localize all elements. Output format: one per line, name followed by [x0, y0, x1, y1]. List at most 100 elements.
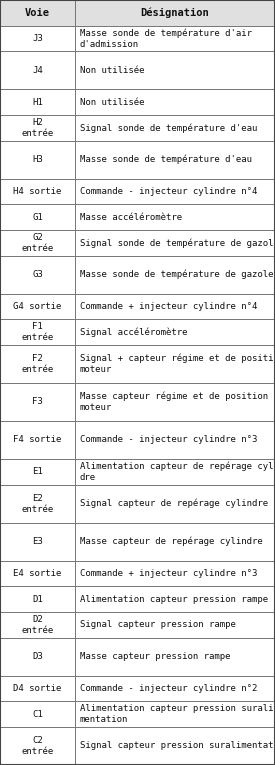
- Bar: [75, 727, 275, 765]
- Bar: [0, 485, 75, 522]
- Bar: [75, 561, 275, 586]
- Bar: [0, 51, 75, 90]
- Bar: [75, 115, 275, 141]
- Bar: [0, 522, 75, 561]
- Bar: [75, 0, 275, 26]
- Text: F1
entrée: F1 entrée: [21, 322, 54, 342]
- Bar: [0, 383, 75, 421]
- Bar: [0, 204, 75, 230]
- Bar: [0, 26, 75, 51]
- Text: Masse capteur pression rampe: Masse capteur pression rampe: [80, 653, 230, 661]
- Bar: [0, 230, 75, 256]
- Text: Signal + capteur régime et de position
moteur: Signal + capteur régime et de position m…: [80, 354, 275, 374]
- Text: C2
entrée: C2 entrée: [21, 736, 54, 756]
- Text: Commande + injecteur cylindre n°4: Commande + injecteur cylindre n°4: [80, 302, 257, 311]
- Bar: [0, 638, 75, 675]
- Text: Signal capteur pression suralimentation: Signal capteur pression suralimentation: [80, 741, 275, 750]
- Text: Signal capteur pression rampe: Signal capteur pression rampe: [80, 620, 236, 630]
- Bar: [0, 345, 75, 383]
- Bar: [75, 51, 275, 90]
- Text: Commande - injecteur cylindre n°2: Commande - injecteur cylindre n°2: [80, 684, 257, 693]
- Text: J3: J3: [32, 34, 43, 43]
- Bar: [0, 727, 75, 765]
- Text: E2
entrée: E2 entrée: [21, 493, 54, 513]
- Bar: [0, 675, 75, 702]
- Text: D1: D1: [32, 594, 43, 604]
- Text: H1: H1: [32, 98, 43, 106]
- Bar: [0, 702, 75, 727]
- Bar: [75, 638, 275, 675]
- Bar: [0, 421, 75, 459]
- Bar: [75, 319, 275, 345]
- Text: Commande - injecteur cylindre n°3: Commande - injecteur cylindre n°3: [80, 435, 257, 444]
- Bar: [75, 522, 275, 561]
- Text: Signal sonde de température de gazole: Signal sonde de température de gazole: [80, 238, 275, 248]
- Text: Alimentation capteur pression rampe: Alimentation capteur pression rampe: [80, 594, 268, 604]
- Text: Masse capteur régime et de position
moteur: Masse capteur régime et de position mote…: [80, 392, 268, 412]
- Bar: [75, 230, 275, 256]
- Text: J4: J4: [32, 66, 43, 75]
- Text: F4 sortie: F4 sortie: [13, 435, 62, 444]
- Bar: [75, 345, 275, 383]
- Text: H3: H3: [32, 155, 43, 164]
- Text: C1: C1: [32, 710, 43, 718]
- Bar: [75, 459, 275, 485]
- Text: Masse sonde de température d'air
d'admission: Masse sonde de température d'air d'admis…: [80, 28, 252, 49]
- Bar: [75, 90, 275, 115]
- Bar: [0, 612, 75, 638]
- Text: Alimentation capteur pression surali-
mentation: Alimentation capteur pression surali- me…: [80, 705, 275, 724]
- Text: Commande - injecteur cylindre n°4: Commande - injecteur cylindre n°4: [80, 187, 257, 196]
- Text: Désignation: Désignation: [141, 8, 209, 18]
- Bar: [75, 485, 275, 522]
- Bar: [0, 90, 75, 115]
- Text: Alimentation capteur de repérage cylin-
dre: Alimentation capteur de repérage cylin- …: [80, 462, 275, 482]
- Bar: [75, 204, 275, 230]
- Bar: [75, 383, 275, 421]
- Text: E3: E3: [32, 537, 43, 546]
- Text: H2
entrée: H2 entrée: [21, 118, 54, 138]
- Bar: [0, 179, 75, 204]
- Text: F2
entrée: F2 entrée: [21, 354, 54, 374]
- Text: Non utilisée: Non utilisée: [80, 66, 144, 75]
- Bar: [75, 256, 275, 294]
- Bar: [75, 702, 275, 727]
- Text: G4 sortie: G4 sortie: [13, 302, 62, 311]
- Bar: [0, 256, 75, 294]
- Text: Signal accéléromètre: Signal accéléromètre: [80, 327, 187, 337]
- Text: Masse sonde de température d'eau: Masse sonde de température d'eau: [80, 155, 252, 164]
- Bar: [75, 179, 275, 204]
- Text: G2
entrée: G2 entrée: [21, 233, 54, 252]
- Bar: [75, 26, 275, 51]
- Text: Signal capteur de repérage cylindre: Signal capteur de repérage cylindre: [80, 499, 268, 509]
- Text: D3: D3: [32, 653, 43, 661]
- Bar: [75, 612, 275, 638]
- Bar: [0, 294, 75, 319]
- Text: E4 sortie: E4 sortie: [13, 569, 62, 578]
- Bar: [0, 459, 75, 485]
- Text: E1: E1: [32, 467, 43, 477]
- Text: Commande + injecteur cylindre n°3: Commande + injecteur cylindre n°3: [80, 569, 257, 578]
- Text: H4 sortie: H4 sortie: [13, 187, 62, 196]
- Text: Masse accéléromètre: Masse accéléromètre: [80, 213, 182, 222]
- Text: G1: G1: [32, 213, 43, 222]
- Bar: [0, 561, 75, 586]
- Text: D4 sortie: D4 sortie: [13, 684, 62, 693]
- Text: Non utilisée: Non utilisée: [80, 98, 144, 106]
- Bar: [75, 421, 275, 459]
- Text: Voie: Voie: [25, 8, 50, 18]
- Bar: [0, 115, 75, 141]
- Bar: [0, 586, 75, 612]
- Text: Signal sonde de température d'eau: Signal sonde de température d'eau: [80, 123, 257, 132]
- Text: Masse sonde de température de gazole: Masse sonde de température de gazole: [80, 270, 273, 279]
- Bar: [0, 319, 75, 345]
- Text: Masse capteur de repérage cylindre: Masse capteur de repérage cylindre: [80, 537, 263, 546]
- Bar: [75, 141, 275, 179]
- Text: G3: G3: [32, 270, 43, 279]
- Bar: [75, 294, 275, 319]
- Text: F3: F3: [32, 398, 43, 406]
- Bar: [75, 586, 275, 612]
- Bar: [0, 0, 75, 26]
- Bar: [75, 675, 275, 702]
- Text: D2
entrée: D2 entrée: [21, 615, 54, 635]
- Bar: [0, 141, 75, 179]
